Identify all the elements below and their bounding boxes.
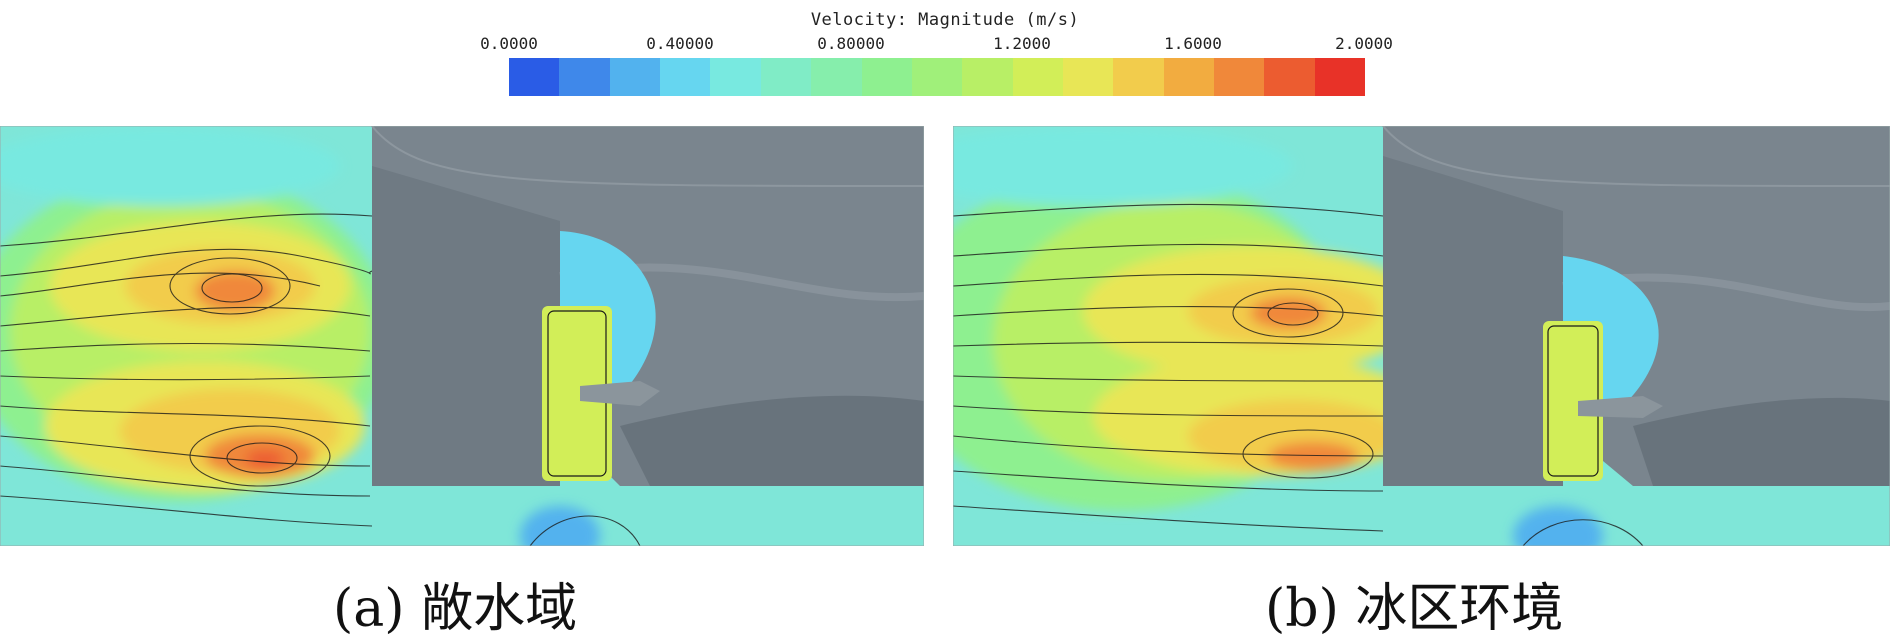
colorbar-segment	[559, 58, 610, 96]
contour-lines	[953, 203, 1644, 546]
colorbar-tick-label: 0.0000	[480, 34, 538, 53]
colorbar-segment	[1314, 58, 1366, 96]
colorbar-segment	[1214, 58, 1265, 96]
colorbar-segment	[1163, 58, 1215, 96]
contour-plot-ice-environment	[953, 126, 1890, 546]
velocity-colorbar	[509, 58, 1366, 96]
colorbar-segment	[1012, 58, 1063, 96]
colorbar-segment	[811, 58, 862, 96]
colorbar-segment	[962, 58, 1013, 96]
colorbar-title: Velocity: Magnitude (m/s)	[810, 10, 1080, 30]
contour-plot-open-water	[0, 126, 924, 546]
colorbar-segment	[1113, 58, 1164, 96]
colorbar-segment	[710, 58, 761, 96]
colorbar-tick-label: 1.6000	[1164, 34, 1222, 53]
colorbar-segment	[861, 58, 912, 96]
propeller-region	[1543, 256, 1663, 481]
panel-b-caption: (b) 冰区环境	[1265, 579, 1564, 639]
colorbar-segment	[1062, 58, 1114, 96]
propeller-region	[542, 231, 660, 481]
colorbar-tick-label: 2.0000	[1335, 34, 1393, 53]
colorbar-segment	[509, 58, 560, 96]
colorbar-tick-label: 0.80000	[817, 34, 885, 53]
colorbar-segment	[1264, 58, 1315, 96]
panel-a-caption: (a) 敞水域	[333, 579, 578, 639]
colorbar-segment	[760, 58, 812, 96]
colorbar-segment	[911, 58, 963, 96]
colorbar-tick-label: 1.2000	[993, 34, 1051, 53]
colorbar-segment	[660, 58, 711, 96]
colorbar-tick-label: 0.40000	[646, 34, 714, 53]
colorbar-segment	[609, 58, 661, 96]
